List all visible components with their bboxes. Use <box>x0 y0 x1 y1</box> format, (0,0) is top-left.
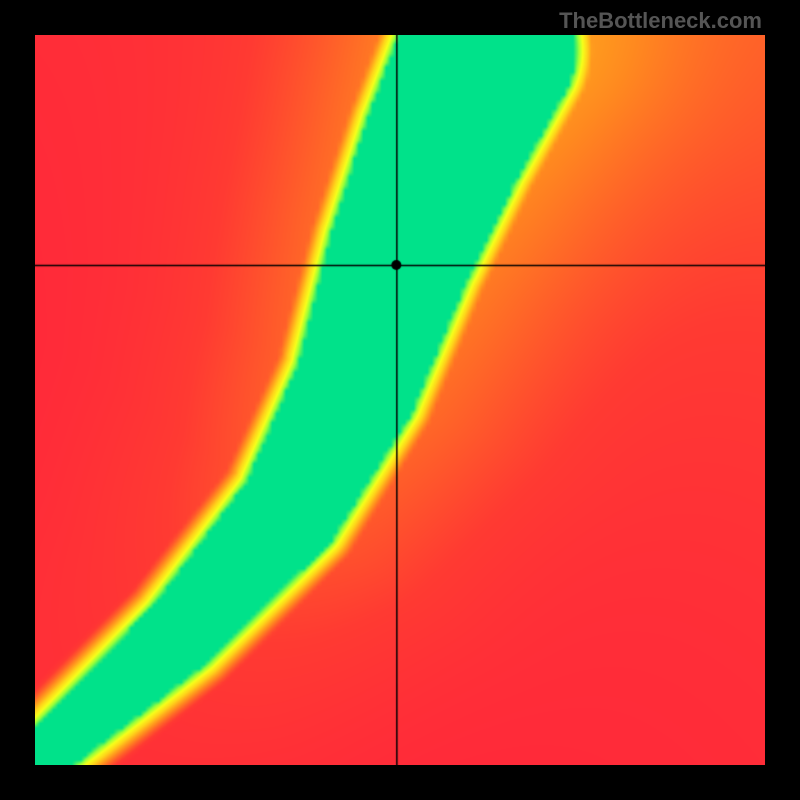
watermark-text: TheBottleneck.com <box>559 8 762 34</box>
chart-container: TheBottleneck.com <box>0 0 800 800</box>
bottleneck-heatmap <box>35 35 765 765</box>
